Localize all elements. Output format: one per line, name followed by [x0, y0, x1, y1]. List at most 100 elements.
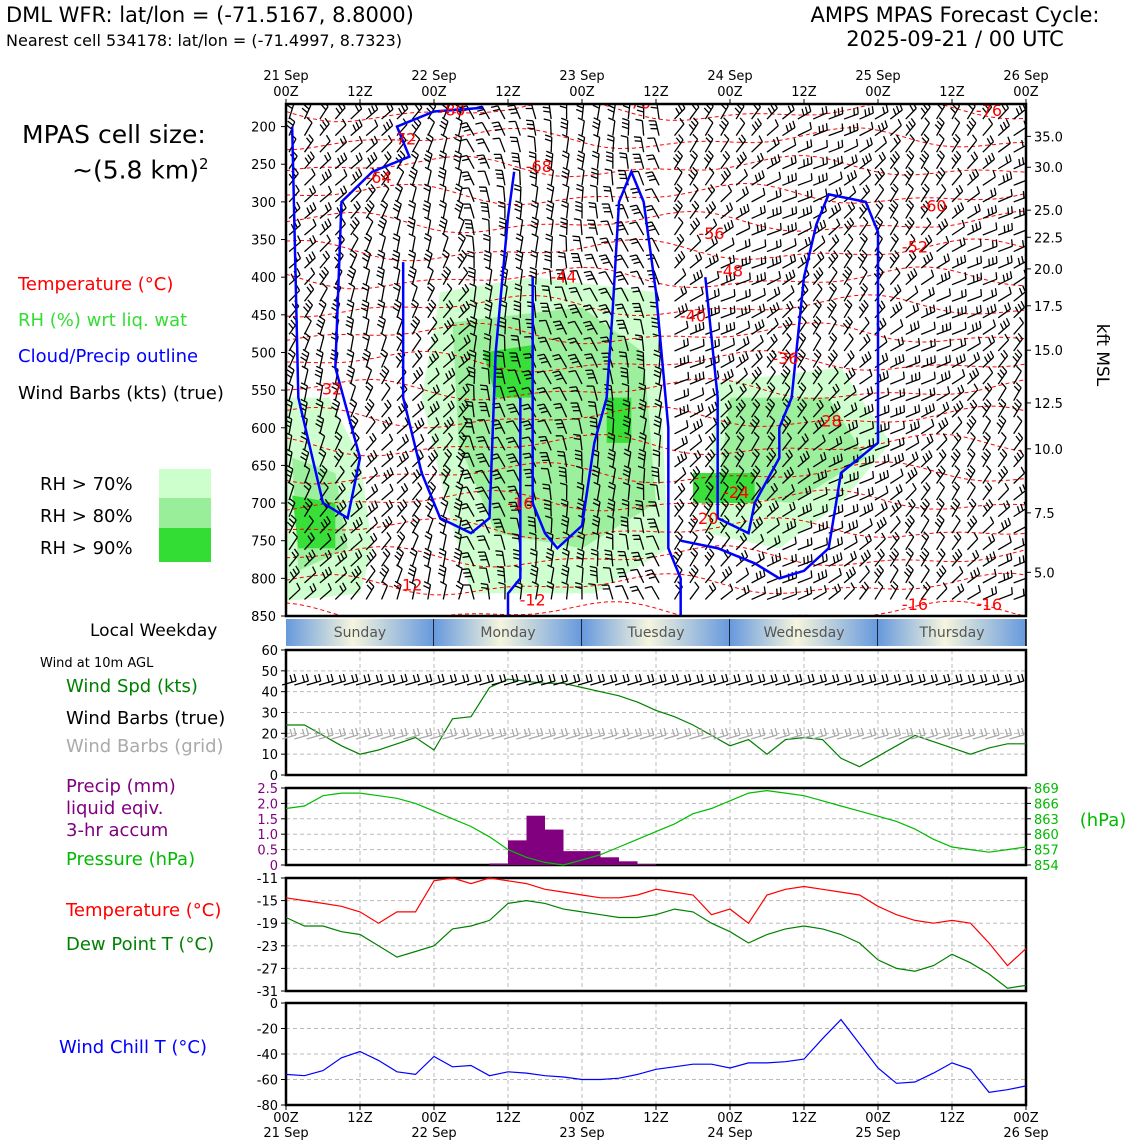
wind-barb-feather	[530, 548, 538, 552]
wind-barb-feather	[683, 389, 686, 397]
wind-barb-feather	[877, 170, 883, 178]
wind-barb-feather	[286, 473, 292, 478]
wind-barb-feather	[883, 455, 886, 463]
wind-barb-feather	[877, 581, 884, 588]
wind-barb-feather	[866, 549, 871, 557]
wind-barb-feather	[739, 386, 745, 393]
wind-barb-feather	[881, 151, 887, 159]
wind-barb-shaft	[720, 295, 736, 302]
wind-barb	[607, 432, 616, 451]
wind-barb	[574, 581, 583, 600]
wind-barb	[381, 135, 393, 153]
wind-barb-feather	[408, 216, 416, 221]
wind-barb-feather	[362, 282, 370, 288]
wind-barb	[689, 200, 700, 219]
wind-barb-shaft	[874, 460, 890, 468]
wind-barb-feather	[901, 452, 905, 461]
wind-barb-shaft	[689, 393, 704, 402]
wind-barb	[543, 499, 552, 517]
wind-barb	[859, 486, 874, 501]
wind-barb-feather	[562, 547, 570, 553]
wind-barb-feather	[790, 521, 793, 529]
wind-barb-feather	[807, 468, 811, 476]
wind-barb-feather	[782, 322, 788, 330]
wind-barb-feather	[789, 466, 794, 474]
wind-barb-feather	[296, 268, 301, 275]
wind-barb-feather	[371, 432, 377, 440]
wind-barb-shaft	[411, 535, 419, 550]
wind-barb	[546, 216, 554, 236]
wind-barb-feather	[476, 436, 484, 439]
wind-barb-shaft	[502, 186, 506, 202]
wind-barb-shaft	[380, 585, 389, 600]
wind-barb-feather	[721, 468, 727, 475]
wind-barb-shaft	[641, 120, 645, 136]
wind-barb-shaft	[411, 253, 417, 269]
wind-barb	[890, 437, 905, 451]
wind-barb-feather	[569, 270, 577, 272]
wind-barb-shaft	[766, 488, 778, 501]
wind-barb-shaft	[458, 469, 465, 484]
wind-barb	[458, 283, 470, 302]
wind-barb	[859, 184, 871, 203]
wind-barb-feather	[521, 403, 529, 407]
wind-barb-feather	[465, 234, 473, 238]
wind-barb	[349, 249, 358, 269]
wind-barb-feather	[308, 283, 315, 290]
wind-barb-shaft	[518, 319, 521, 335]
wind-barb	[751, 319, 765, 335]
wind-barb	[570, 253, 583, 269]
wind-barb-feather	[794, 222, 797, 230]
wind-barb	[542, 104, 552, 120]
wind-barb-feather	[827, 355, 834, 363]
wind-barb-feather	[655, 382, 662, 387]
wind-barb	[442, 481, 450, 501]
wind-barb-feather	[799, 349, 806, 356]
wind-barb	[319, 566, 332, 584]
wind-barb-feather	[559, 482, 567, 486]
wind-barb-shaft	[466, 138, 475, 153]
wind-barb-shaft	[350, 587, 361, 600]
wind-barb-feather	[410, 322, 417, 329]
wind-barb	[544, 250, 552, 269]
wind-barb-shaft	[704, 224, 717, 236]
wind-barb-feather	[392, 237, 400, 242]
wind-barb-feather	[527, 516, 535, 519]
wind-barb-feather	[631, 589, 639, 592]
wind-barb	[644, 188, 660, 203]
wind-barb-shaft	[442, 137, 448, 153]
wind-barb-feather	[424, 153, 432, 159]
wind-barb	[720, 481, 729, 501]
wind-barb-feather	[554, 419, 562, 421]
wind-barb	[620, 516, 629, 534]
wind-barb-feather	[423, 157, 431, 163]
wind-barb-feather	[711, 201, 717, 208]
wind-barb-feather	[573, 218, 581, 221]
wind-barb-feather	[772, 333, 778, 341]
wind-barb-shaft	[558, 354, 568, 368]
wind-barb-feather	[647, 174, 655, 178]
wind-barb-feather	[644, 188, 652, 192]
wind-barb-shaft	[458, 137, 463, 153]
wind-barb-feather	[312, 583, 317, 591]
wind-barb-feather	[428, 485, 434, 492]
wind-barb-shaft	[396, 236, 401, 252]
wind-barb-feather	[508, 390, 516, 393]
wind-barb-shaft	[797, 526, 812, 534]
wind-barb	[890, 371, 905, 385]
wind-barb-feather	[693, 564, 699, 571]
wind-barb-feather	[315, 382, 323, 387]
wind-barb	[467, 266, 476, 285]
wind-barb-feather	[433, 333, 439, 341]
wind-barb-feather	[770, 365, 776, 373]
wind-barb-feather	[882, 516, 887, 524]
wind-barb	[797, 205, 813, 220]
wind-barb-feather	[577, 117, 585, 122]
wind-barb	[624, 431, 632, 451]
wind-barb-feather	[553, 402, 561, 406]
wind-barb-feather	[288, 518, 295, 524]
wind-barb-feather	[856, 503, 859, 511]
wind-barb-shaft	[905, 291, 919, 302]
wind-barb-feather	[674, 551, 681, 558]
wind-barb-feather	[754, 398, 761, 406]
